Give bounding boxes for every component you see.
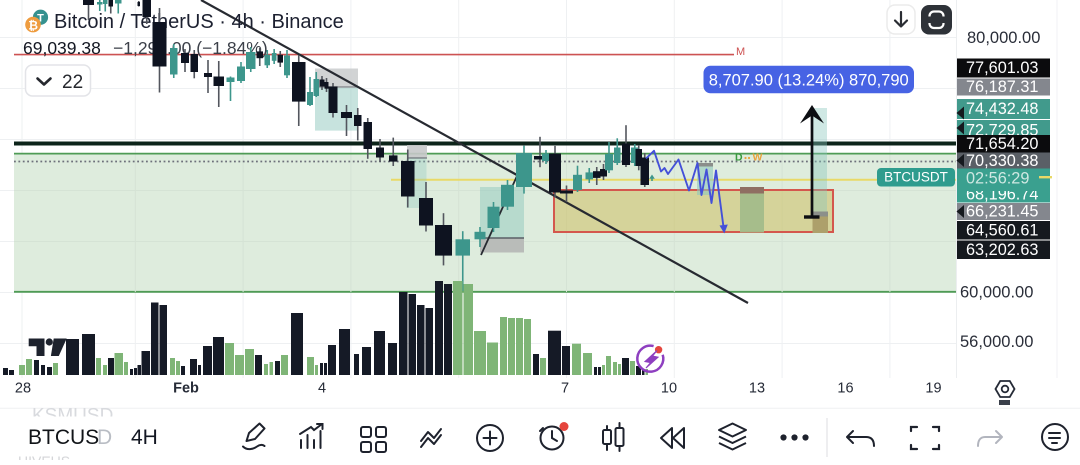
svg-text:60,000.00: 60,000.00 bbox=[960, 284, 1033, 302]
svg-text:BTCUSDT: BTCUSDT bbox=[884, 170, 948, 185]
svg-text:66,231.45: 66,231.45 bbox=[966, 203, 1038, 221]
svg-text:13: 13 bbox=[749, 381, 765, 397]
svg-text:Feb: Feb bbox=[173, 381, 199, 397]
svg-text:D: D bbox=[97, 426, 112, 449]
svg-text:76,187.31: 76,187.31 bbox=[966, 78, 1038, 96]
svg-text:4H: 4H bbox=[131, 426, 158, 449]
svg-text:77,601.03: 77,601.03 bbox=[966, 59, 1038, 77]
svg-text:8,707.90 (13.24%) 870,790: 8,707.90 (13.24%) 870,790 bbox=[709, 72, 909, 90]
svg-text:T: T bbox=[37, 13, 44, 25]
svg-text:22: 22 bbox=[62, 72, 83, 93]
svg-text:71,654.20: 71,654.20 bbox=[966, 135, 1038, 153]
svg-text:19: 19 bbox=[925, 381, 941, 397]
svg-text:02:56:29: 02:56:29 bbox=[966, 170, 1029, 188]
svg-text:BTCUS: BTCUS bbox=[28, 426, 99, 449]
svg-text:10: 10 bbox=[661, 381, 677, 397]
svg-text:56,000.00: 56,000.00 bbox=[960, 333, 1033, 351]
svg-text:W: W bbox=[753, 152, 763, 164]
svg-text:70,330.38: 70,330.38 bbox=[966, 152, 1038, 170]
svg-text:16: 16 bbox=[837, 381, 853, 397]
svg-text:28: 28 bbox=[15, 381, 31, 397]
svg-text:80,000.00: 80,000.00 bbox=[967, 29, 1040, 47]
svg-text:74,432.48: 74,432.48 bbox=[966, 100, 1038, 118]
svg-text:₿: ₿ bbox=[28, 18, 38, 32]
svg-text:M: M bbox=[736, 46, 745, 58]
svg-text:64,560.61: 64,560.61 bbox=[966, 221, 1038, 239]
svg-text:7: 7 bbox=[561, 381, 569, 397]
svg-text:HIVEUS: HIVEUS bbox=[18, 453, 70, 460]
svg-text:63,202.63: 63,202.63 bbox=[966, 241, 1038, 259]
svg-text:4: 4 bbox=[318, 381, 326, 397]
svg-text:Bitcoin / TetherUS · 4h · Bina: Bitcoin / TetherUS · 4h · Binance bbox=[54, 11, 344, 33]
svg-text:−1,292.00 (−1.84%): −1,292.00 (−1.84%) bbox=[113, 38, 268, 58]
svg-text:D: D bbox=[735, 152, 743, 164]
svg-text:69,039.38: 69,039.38 bbox=[23, 38, 101, 58]
